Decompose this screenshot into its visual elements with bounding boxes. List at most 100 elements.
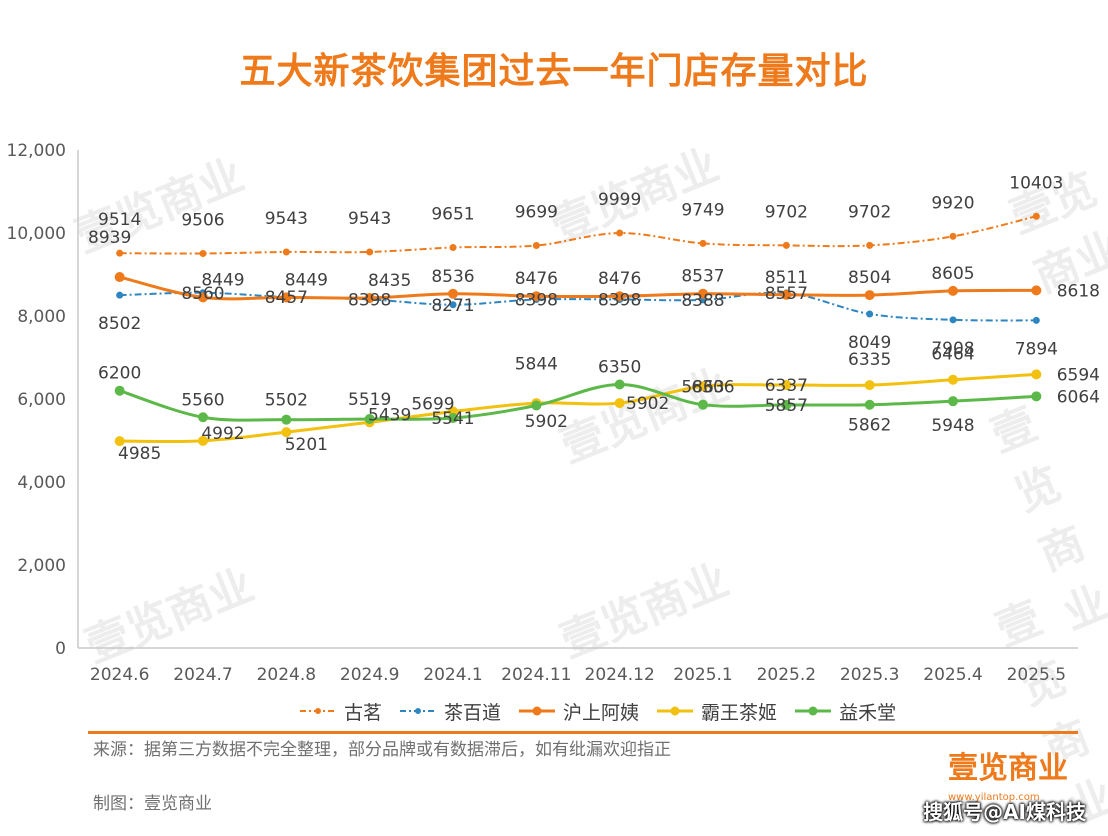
data-point bbox=[866, 310, 874, 318]
data-label: 9699 bbox=[515, 202, 558, 222]
data-point bbox=[781, 380, 792, 391]
data-point bbox=[532, 241, 540, 249]
footer-divider bbox=[88, 731, 1078, 734]
series-line bbox=[119, 215, 1037, 255]
legend-item: 霸王茶姬 bbox=[657, 698, 777, 725]
brand-url: www.yilantop.com bbox=[948, 792, 1040, 803]
data-point bbox=[949, 316, 957, 324]
data-label: 8457 bbox=[265, 288, 308, 308]
data-label: 5857 bbox=[765, 396, 808, 416]
data-point bbox=[281, 292, 292, 303]
legend-swatch bbox=[519, 706, 556, 716]
data-point bbox=[614, 379, 625, 390]
legend-label: 沪上阿姨 bbox=[563, 701, 640, 724]
x-tick-label: 2024.11 bbox=[501, 665, 571, 685]
data-label: 6335 bbox=[848, 350, 891, 370]
data-point bbox=[282, 248, 290, 256]
data-point bbox=[198, 435, 208, 446]
series-line bbox=[119, 275, 1037, 301]
data-point bbox=[948, 374, 958, 385]
data-label: 6064 bbox=[1057, 387, 1100, 407]
data-label: 6350 bbox=[598, 357, 641, 377]
data-point bbox=[1031, 369, 1042, 380]
data-point bbox=[698, 288, 708, 299]
data-label: 9543 bbox=[348, 209, 391, 229]
y-tick-label: 6,000 bbox=[17, 390, 66, 410]
data-label: 7908 bbox=[931, 339, 974, 359]
legend-swatch bbox=[795, 706, 832, 716]
data-point bbox=[199, 250, 207, 258]
data-label: 8557 bbox=[765, 284, 808, 304]
data-label: 9543 bbox=[265, 209, 308, 229]
legend-item: 益禾堂 bbox=[795, 698, 896, 725]
data-point bbox=[116, 291, 124, 299]
series-line bbox=[119, 372, 1037, 444]
data-point bbox=[281, 427, 292, 438]
source-note: 来源：据第三方数据不完全整理，部分品牌或有数据滞后，如有纰漏欢迎指正 bbox=[93, 740, 671, 760]
data-label: 6464 bbox=[931, 345, 974, 365]
data-label: 6306 bbox=[691, 377, 734, 397]
data-label: 8398 bbox=[348, 290, 391, 310]
data-label: 8476 bbox=[598, 269, 641, 289]
data-label: 6337 bbox=[765, 376, 808, 396]
data-label: 9920 bbox=[931, 193, 974, 213]
data-label: 8618 bbox=[1057, 281, 1100, 301]
data-label: 8537 bbox=[681, 267, 724, 287]
data-label: 5560 bbox=[181, 390, 224, 410]
data-point bbox=[699, 239, 707, 247]
data-label: 5948 bbox=[931, 416, 974, 436]
brand-logo: 壹览商业 bbox=[948, 751, 1068, 786]
data-label: 8388 bbox=[681, 291, 724, 311]
data-point bbox=[364, 413, 375, 424]
y-tick-label: 4,000 bbox=[17, 473, 66, 493]
data-label: 5502 bbox=[265, 391, 308, 411]
data-label: 8449 bbox=[285, 270, 328, 290]
data-label: 5439 bbox=[368, 405, 411, 425]
data-label: 4985 bbox=[118, 444, 161, 464]
x-tick-label: 2025.5 bbox=[1007, 665, 1066, 685]
data-label: 8536 bbox=[431, 267, 474, 287]
data-label: 7894 bbox=[1015, 339, 1058, 359]
data-label: 6200 bbox=[98, 364, 141, 384]
data-point bbox=[781, 399, 792, 410]
chart-legend: 古茗 茶百道 沪上阿姨 霸王茶姬 益禾堂 bbox=[300, 698, 914, 725]
data-label: 5902 bbox=[626, 394, 669, 414]
data-label: 8271 bbox=[431, 296, 474, 316]
data-point bbox=[366, 248, 374, 256]
x-tick-label: 2025.1 bbox=[673, 665, 732, 685]
chart-credit: 制图：壹览商业 bbox=[93, 794, 212, 814]
x-tick-label: 2024.8 bbox=[257, 665, 316, 685]
data-label: 8398 bbox=[598, 290, 641, 310]
data-point bbox=[782, 241, 790, 249]
series-line bbox=[119, 382, 1037, 422]
data-point bbox=[1031, 391, 1042, 402]
data-label: 8435 bbox=[368, 271, 411, 291]
legend-swatch bbox=[300, 708, 336, 714]
data-label: 5541 bbox=[431, 409, 474, 429]
legend-item: 茶百道 bbox=[400, 698, 501, 725]
data-label: 9651 bbox=[431, 204, 474, 224]
data-label: 5519 bbox=[348, 390, 391, 410]
data-label: 5201 bbox=[285, 435, 328, 455]
platform-attribution: 搜狐号@AI煤科技 bbox=[923, 800, 1086, 824]
data-point bbox=[949, 232, 957, 240]
y-tick-label: 2,000 bbox=[17, 556, 66, 576]
data-point bbox=[1032, 316, 1040, 324]
legend-label: 益禾堂 bbox=[839, 701, 897, 724]
x-tick-label: 2024.6 bbox=[90, 665, 149, 685]
data-point bbox=[531, 291, 542, 302]
x-tick-label: 2024.7 bbox=[173, 665, 232, 685]
data-point bbox=[866, 241, 874, 249]
data-point bbox=[198, 412, 208, 423]
data-point bbox=[698, 399, 708, 410]
legend-label: 霸王茶姬 bbox=[701, 701, 778, 724]
x-tick-label: 2024.1 bbox=[423, 665, 482, 685]
data-point bbox=[616, 229, 624, 237]
legend-item: 古茗 bbox=[300, 698, 382, 725]
data-point bbox=[781, 289, 792, 300]
data-label: 6594 bbox=[1057, 365, 1100, 385]
chart-title: 五大新茶饮集团过去一年门店存量对比 bbox=[239, 51, 869, 92]
legend-label: 茶百道 bbox=[444, 701, 502, 724]
data-label: 9514 bbox=[98, 210, 141, 230]
legend-label: 古茗 bbox=[344, 701, 383, 724]
